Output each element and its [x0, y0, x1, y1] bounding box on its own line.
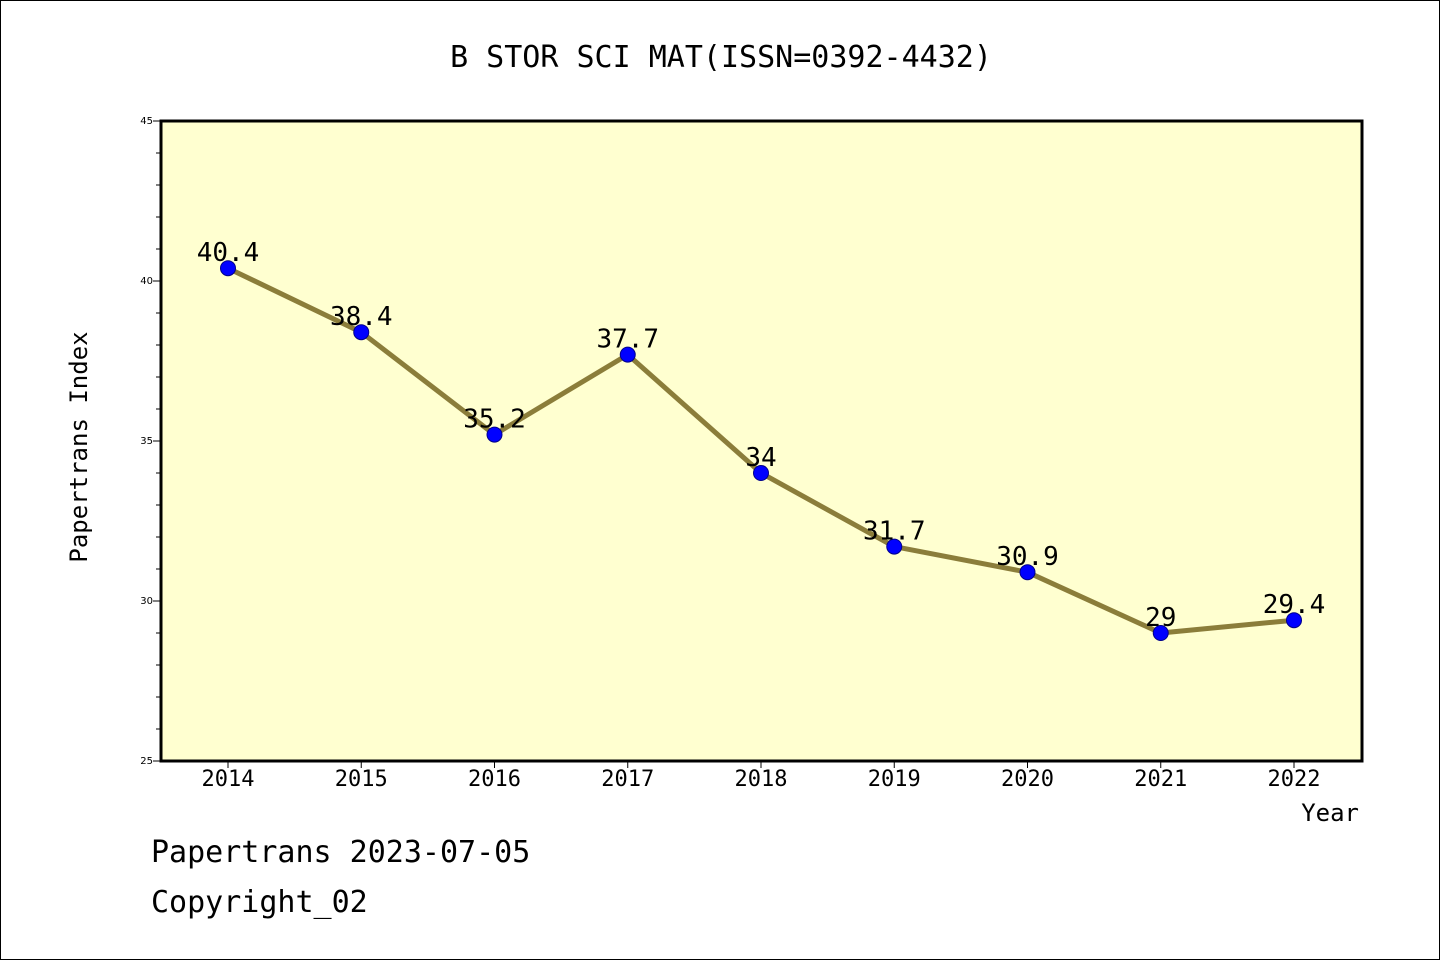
- x-tick-label: 2016: [468, 767, 521, 792]
- data-point: [886, 538, 903, 555]
- data-point: [1286, 612, 1302, 629]
- x-tick-label: 2015: [335, 767, 388, 792]
- data-label: 35.2: [463, 405, 526, 435]
- data-label: 40.4: [197, 238, 260, 268]
- y-tick-label: 40: [140, 276, 153, 287]
- x-tick-label: 2017: [601, 767, 654, 792]
- y-tick-label: 35: [140, 436, 153, 447]
- x-tick-label: 2022: [1268, 767, 1321, 792]
- chart-title: B STOR SCI MAT(ISSN=0392-4432): [450, 40, 992, 75]
- data-labels: 40.4 38.4 35.2 37.7 34 31.7 30.9 29 29.4: [197, 238, 1326, 633]
- x-tick-label: 2014: [202, 767, 255, 792]
- x-axis-ticks: [227, 761, 1295, 768]
- data-label: 31.7: [863, 517, 926, 547]
- footer-date: Papertrans 2023-07-05: [151, 835, 531, 870]
- data-label: 30.9: [996, 542, 1059, 572]
- footer-copyright: Copyright_02: [151, 885, 368, 920]
- x-tick-label: 2018: [735, 767, 788, 792]
- y-tick-label: 25: [140, 756, 153, 767]
- y-axis-ticks: [153, 120, 161, 762]
- data-point: [486, 426, 503, 443]
- data-point: [1152, 625, 1169, 641]
- x-tick-label: 2020: [1001, 767, 1054, 792]
- y-axis-label: Papertrans Index: [65, 331, 93, 562]
- data-point: [353, 324, 370, 341]
- y-axis-tick-labels: 25 30 35 40 45: [140, 116, 153, 767]
- plot-area: [159, 119, 1364, 763]
- data-label: 29.4: [1263, 590, 1326, 620]
- data-point: [619, 346, 636, 363]
- y-tick-label: 45: [140, 116, 153, 127]
- data-label: 29: [1145, 603, 1176, 633]
- data-point: [220, 260, 236, 277]
- data-label: 38.4: [330, 302, 393, 332]
- data-point: [1019, 564, 1036, 581]
- y-tick-label: 30: [140, 596, 153, 607]
- data-point: [753, 465, 769, 481]
- x-axis-tick-labels: 2014 2015 2016 2017 2018 2019 2020 2021 2022: [202, 767, 1321, 792]
- data-label: 37.7: [596, 325, 659, 355]
- x-tick-label: 2021: [1134, 767, 1187, 792]
- data-label: 34: [745, 443, 776, 473]
- x-tick-label: 2019: [868, 767, 921, 792]
- x-axis-label: Year: [1301, 799, 1359, 827]
- series-markers: [220, 260, 1302, 641]
